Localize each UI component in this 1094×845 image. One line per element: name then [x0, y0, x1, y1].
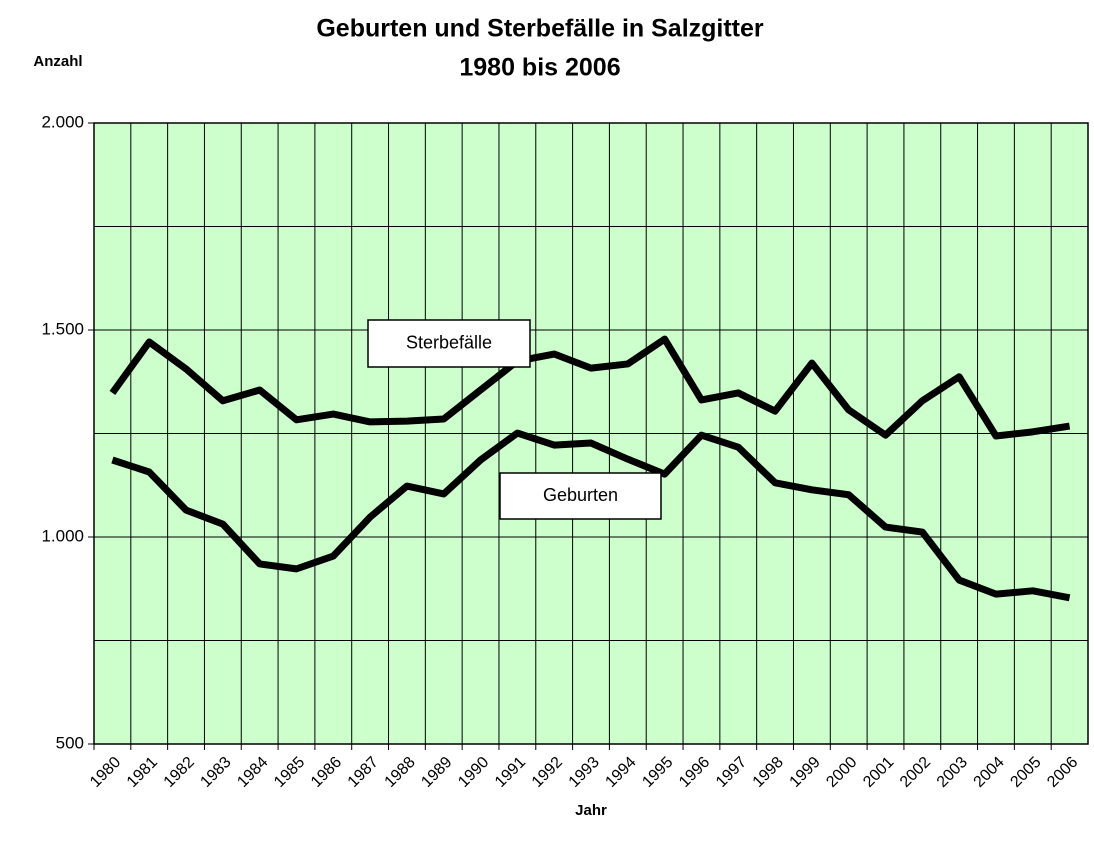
series-label-box: [499, 472, 662, 520]
x-tick-label: 1988: [382, 754, 419, 791]
x-axis-title: Jahr: [575, 802, 607, 819]
x-tick-label: 1996: [676, 754, 713, 791]
series-line: [111, 429, 1071, 602]
y-tick-label: 1.000: [41, 526, 84, 545]
x-tick-label: 1997: [713, 754, 750, 791]
x-tick-label: 1989: [418, 754, 455, 791]
chart-title: Geburten und Sterbefälle in Salzgitter: [316, 15, 764, 43]
x-tick-label: 2006: [1044, 754, 1081, 791]
x-tick-label: 1984: [234, 754, 271, 791]
x-tick-label: 1987: [345, 754, 382, 791]
x-tick-label: 1981: [124, 754, 161, 791]
x-tick-label: 2005: [1007, 754, 1044, 791]
x-tick-label: 2000: [823, 754, 860, 791]
plot-border: [93, 122, 1089, 745]
x-tick-label: 1980: [87, 754, 124, 791]
y-axis-title: Anzahl: [33, 53, 82, 70]
series-label-box: [367, 319, 531, 368]
series-line: [109, 335, 1071, 440]
x-tick-label: 1990: [455, 754, 492, 791]
x-tick-label: 1994: [602, 754, 639, 791]
x-tick-label: 2004: [971, 754, 1008, 791]
y-tick-label: 1.500: [41, 319, 84, 338]
x-tick-label: 1986: [308, 754, 345, 791]
x-tick-label: 2001: [860, 754, 897, 791]
x-tick-label: 1993: [566, 754, 603, 791]
x-tick-label: 1999: [787, 754, 824, 791]
x-tick-label: 1998: [750, 754, 787, 791]
x-tick-label: 1982: [161, 754, 198, 791]
y-tick-label: 2.000: [41, 112, 84, 131]
x-tick-label: 1991: [492, 754, 529, 791]
x-tick-label: 1983: [197, 754, 234, 791]
x-tick-label: 1992: [529, 754, 566, 791]
x-tick-label: 1995: [639, 754, 676, 791]
series-label: Geburten: [543, 485, 618, 505]
y-tick-label: 500: [56, 733, 84, 752]
x-tick-label: 2003: [934, 754, 971, 791]
x-tick-label: 1985: [271, 754, 308, 791]
series-label: Sterbefälle: [406, 332, 492, 352]
chart-subtitle: 1980 bis 2006: [459, 54, 620, 82]
x-tick-label: 2002: [897, 754, 934, 791]
